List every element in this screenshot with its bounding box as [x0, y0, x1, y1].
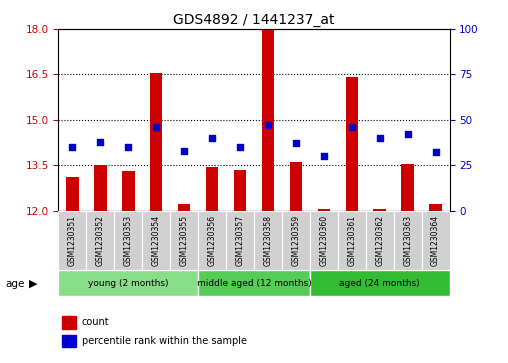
Bar — [310, 211, 338, 270]
Text: age: age — [5, 279, 24, 289]
Text: percentile rank within the sample: percentile rank within the sample — [82, 336, 247, 346]
Point — [403, 131, 411, 137]
Point — [292, 140, 300, 146]
Bar — [226, 211, 254, 270]
Text: middle aged (12 months): middle aged (12 months) — [197, 279, 311, 287]
Point — [152, 124, 160, 130]
Bar — [429, 204, 442, 211]
Text: GSM1230353: GSM1230353 — [124, 215, 133, 266]
Point — [320, 153, 328, 159]
Text: GSM1230363: GSM1230363 — [403, 215, 412, 266]
Text: GSM1230362: GSM1230362 — [375, 215, 384, 266]
Bar — [234, 170, 246, 211]
Bar — [262, 29, 274, 211]
Bar — [318, 209, 330, 211]
Bar — [198, 211, 226, 270]
Text: GSM1230364: GSM1230364 — [431, 215, 440, 266]
Bar — [198, 270, 310, 296]
Text: GSM1230359: GSM1230359 — [292, 215, 300, 266]
Bar — [401, 164, 414, 211]
Title: GDS4892 / 1441237_at: GDS4892 / 1441237_at — [173, 13, 335, 26]
Text: GSM1230360: GSM1230360 — [320, 215, 328, 266]
Bar — [206, 167, 218, 211]
Point — [68, 144, 76, 150]
Point — [96, 139, 104, 144]
Bar — [282, 211, 310, 270]
Bar — [366, 211, 394, 270]
Bar — [170, 211, 198, 270]
Point — [264, 122, 272, 128]
Bar — [62, 315, 76, 329]
Text: GSM1230361: GSM1230361 — [347, 215, 356, 266]
Bar — [150, 73, 163, 211]
Bar — [94, 165, 107, 211]
Bar — [338, 211, 366, 270]
Bar — [62, 335, 76, 347]
Text: GSM1230351: GSM1230351 — [68, 215, 77, 266]
Text: GSM1230352: GSM1230352 — [96, 215, 105, 266]
Text: young (2 months): young (2 months) — [88, 279, 169, 287]
Bar — [58, 270, 198, 296]
Point — [431, 150, 439, 155]
Point — [124, 144, 132, 150]
Bar — [345, 77, 358, 211]
Bar — [122, 171, 135, 211]
Text: GSM1230357: GSM1230357 — [236, 215, 244, 266]
Text: count: count — [82, 317, 110, 327]
Bar — [310, 270, 450, 296]
Bar — [178, 204, 190, 211]
Bar — [114, 211, 142, 270]
Text: GSM1230358: GSM1230358 — [264, 215, 272, 266]
Bar — [373, 209, 386, 211]
Bar — [58, 211, 86, 270]
Text: GSM1230356: GSM1230356 — [208, 215, 216, 266]
Point — [180, 148, 188, 154]
Bar — [422, 211, 450, 270]
Point — [236, 144, 244, 150]
Bar — [66, 177, 79, 211]
Point — [375, 135, 384, 141]
Bar — [254, 211, 282, 270]
Text: ▶: ▶ — [29, 279, 38, 289]
Text: GSM1230355: GSM1230355 — [180, 215, 188, 266]
Bar — [86, 211, 114, 270]
Point — [347, 124, 356, 130]
Text: GSM1230354: GSM1230354 — [152, 215, 161, 266]
Bar — [394, 211, 422, 270]
Text: aged (24 months): aged (24 months) — [339, 279, 420, 287]
Point — [208, 135, 216, 141]
Bar — [290, 162, 302, 211]
Bar — [142, 211, 170, 270]
